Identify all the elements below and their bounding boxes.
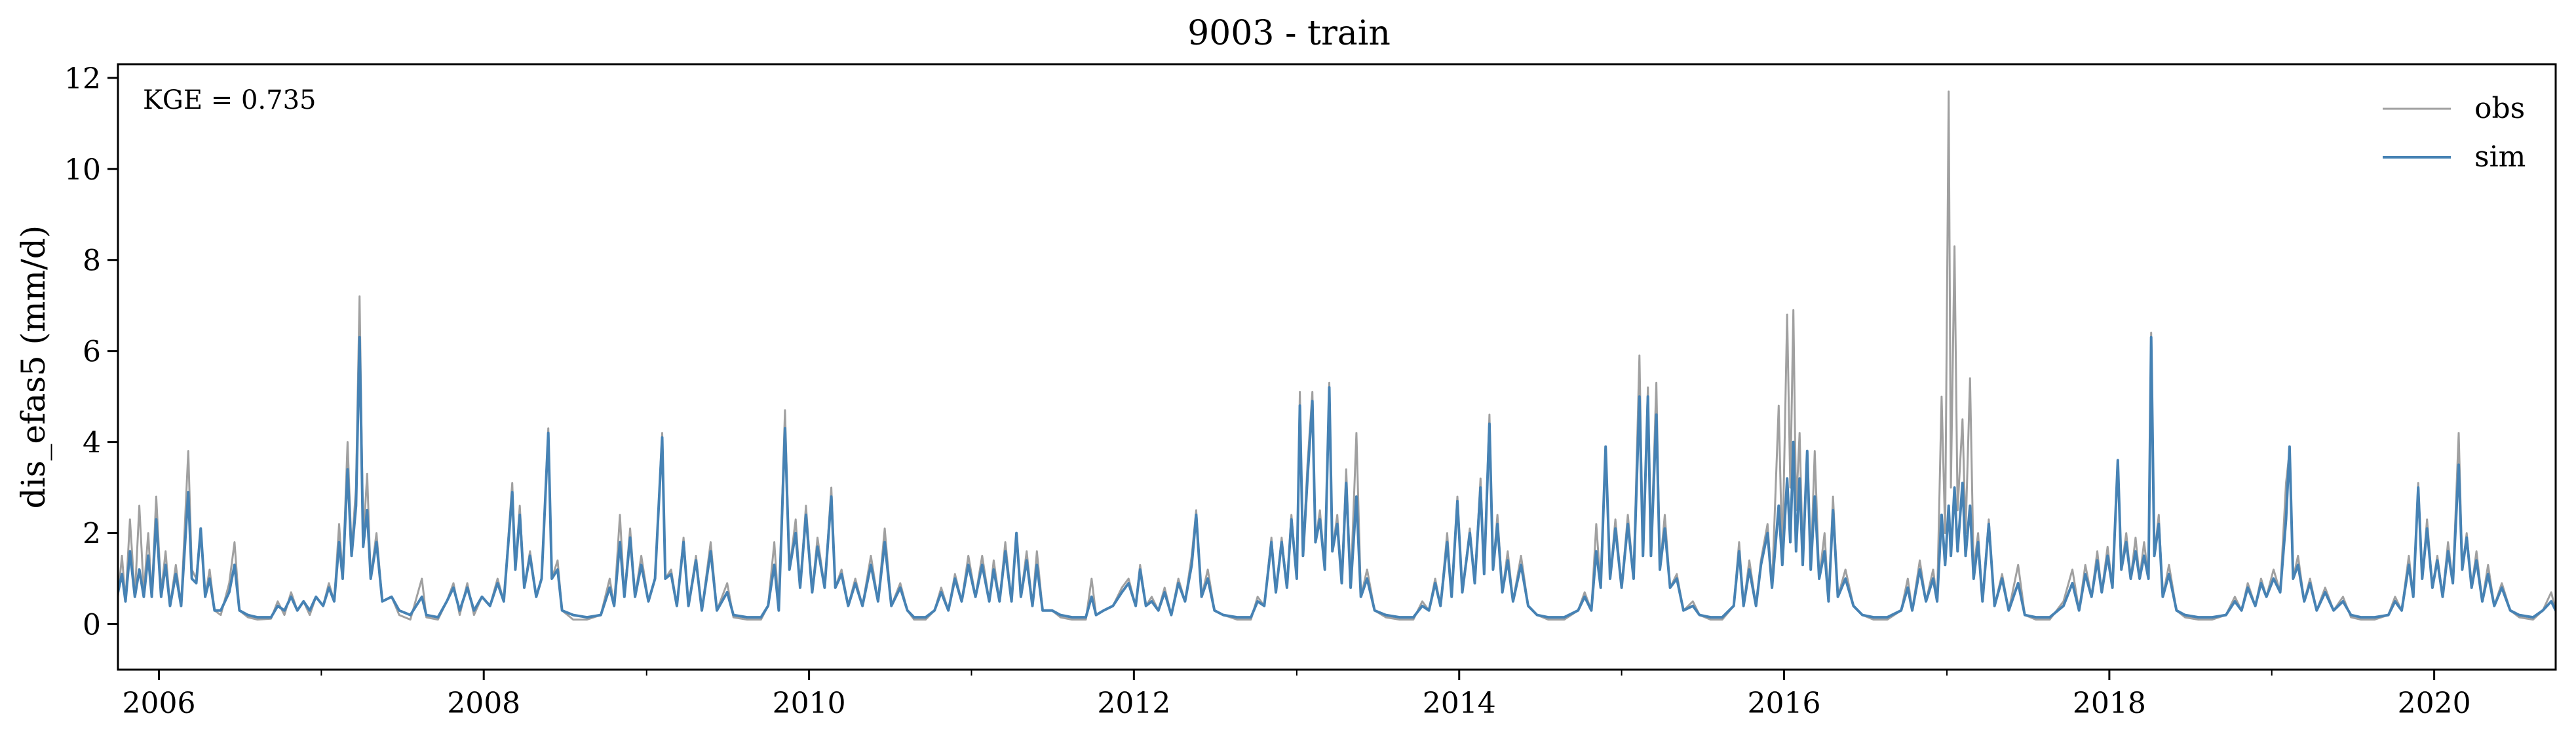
x-tick-label: 2008 bbox=[447, 687, 520, 720]
y-tick-label: 8 bbox=[83, 244, 101, 278]
y-tick-label: 0 bbox=[83, 609, 101, 642]
x-axis: 2006 2008 2010 2012 2014 2016 2018 2020 bbox=[122, 670, 2471, 720]
x-tick-label: 2014 bbox=[1423, 687, 1496, 720]
series-line-sim bbox=[118, 335, 2556, 619]
y-tick-label: 2 bbox=[83, 518, 101, 551]
x-tick-label: 2010 bbox=[773, 687, 846, 720]
legend: obs sim bbox=[2383, 92, 2526, 174]
legend-label-sim: sim bbox=[2474, 140, 2526, 174]
y-tick-label: 10 bbox=[64, 153, 101, 187]
chart-title: 9003 - train bbox=[1187, 14, 1391, 53]
x-tick-label: 2006 bbox=[122, 687, 195, 720]
plot-frame bbox=[117, 63, 2557, 671]
y-tick-label: 12 bbox=[64, 62, 101, 96]
legend-label-obs: obs bbox=[2474, 92, 2525, 125]
y-tick-label: 6 bbox=[83, 335, 101, 369]
x-tick-label: 2018 bbox=[2073, 687, 2146, 720]
y-axis: 0 2 4 6 8 10 12 bbox=[64, 62, 118, 642]
series-layer bbox=[118, 90, 2556, 621]
x-tick-label: 2016 bbox=[1747, 687, 1820, 720]
kge-annotation: KGE = 0.735 bbox=[143, 85, 317, 115]
y-axis-label: dis_efas5 (mm/d) bbox=[14, 225, 52, 509]
x-tick-label: 2012 bbox=[1097, 687, 1170, 720]
x-tick-label: 2020 bbox=[2398, 687, 2471, 720]
y-tick-label: 4 bbox=[83, 427, 101, 460]
